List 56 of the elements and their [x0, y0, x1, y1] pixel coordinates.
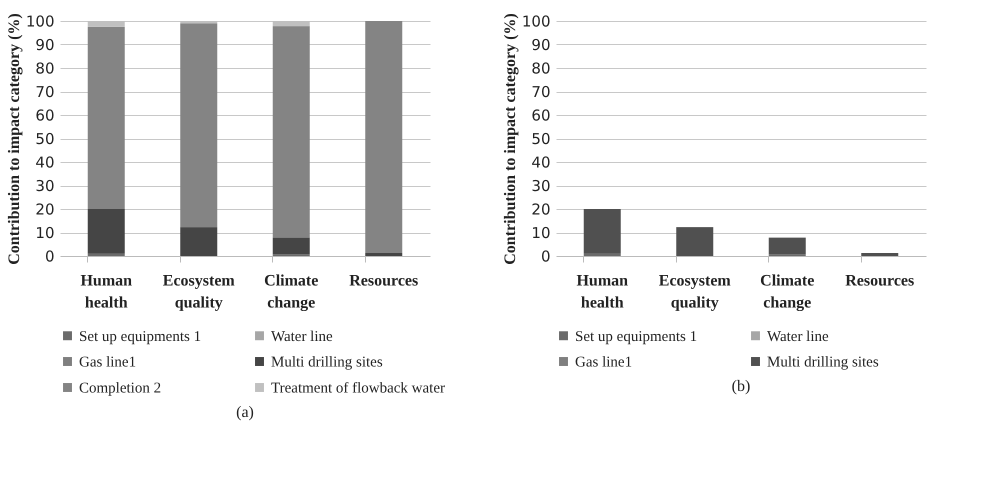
legend-label: Treatment of flowback water — [271, 380, 445, 396]
bar — [180, 23, 218, 228]
legend-label: Set up equipments 1 — [575, 328, 698, 345]
y-tick-label: 80 — [35, 60, 54, 78]
y-tick-label: 20 — [35, 200, 54, 218]
legend-label: Set up equipments 1 — [79, 328, 202, 345]
legend-label: Gas line1 — [79, 354, 136, 370]
bar — [88, 209, 125, 254]
x-tick-label: Ecosystem quality — [162, 272, 236, 312]
y-tick-label: 0 — [540, 248, 550, 266]
legend-label: Gas line1 — [575, 354, 632, 370]
x-tick-label: Human health — [80, 272, 132, 312]
bar — [88, 26, 125, 209]
y-tick-label: 10 — [531, 224, 550, 242]
y-tick-label: 50 — [35, 130, 54, 148]
bar — [861, 252, 898, 256]
y-tick-label: 100 — [26, 12, 54, 30]
y-tick-label: 30 — [35, 177, 54, 195]
y-tick-label: 60 — [35, 106, 54, 124]
y-tick-label: 0 — [44, 248, 54, 266]
y-axis-title: Contribution to impact category (%) — [6, 13, 23, 265]
y-tick-label: 40 — [35, 154, 54, 172]
bar — [272, 26, 310, 238]
bar — [768, 238, 806, 254]
bar — [180, 227, 218, 256]
bar — [272, 238, 310, 254]
x-tick-label: Resources — [349, 272, 418, 290]
y-tick-label: 70 — [531, 83, 550, 101]
y-axis-title: Contribution to impact category (%) — [502, 13, 519, 265]
legend-label: Multi drilling sites — [271, 354, 383, 370]
x-tick-label: Resources — [845, 272, 914, 290]
bar — [676, 227, 714, 256]
y-tick-label: 30 — [531, 177, 550, 195]
x-tick-label: Climate change — [760, 272, 814, 312]
y-tick-label: 20 — [531, 200, 550, 218]
y-tick-label: 90 — [35, 36, 54, 54]
text: (b) — [732, 378, 750, 395]
y-tick-label: 40 — [531, 154, 550, 172]
legend-label: Completion 2 — [79, 380, 162, 396]
y-tick-label: 10 — [35, 224, 54, 242]
x-tick-label: Climate change — [264, 272, 318, 312]
x-tick-label: Ecosystem quality — [658, 272, 732, 312]
legend-label: Water line — [271, 328, 334, 345]
x-tick-label: Human health — [576, 272, 628, 312]
y-tick-label: 60 — [531, 106, 550, 124]
text: (a) — [236, 404, 254, 421]
bar — [365, 21, 402, 253]
bar — [365, 252, 402, 256]
bar — [584, 209, 621, 254]
y-tick-label: 100 — [522, 12, 550, 30]
y-tick-label: 90 — [531, 36, 550, 54]
legend-label: Water line — [767, 328, 830, 345]
legend-label: Multi drilling sites — [767, 354, 879, 370]
y-tick-label: 80 — [531, 60, 550, 78]
y-tick-label: 50 — [531, 130, 550, 148]
y-tick-label: 70 — [35, 83, 54, 101]
